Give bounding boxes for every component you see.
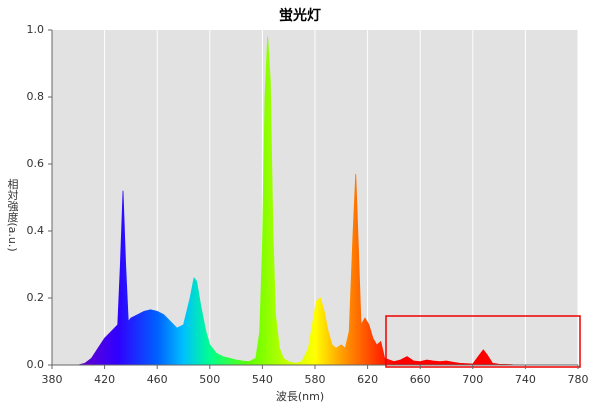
y-tick-label: 0.4 (27, 224, 45, 237)
x-tick-label: 780 (568, 373, 589, 386)
x-axis-label: 波長(nm) (276, 390, 324, 403)
y-tick-label: 0.2 (27, 291, 45, 304)
x-tick-label: 380 (42, 373, 63, 386)
x-tick-label: 700 (462, 373, 483, 386)
x-tick-label: 660 (410, 373, 431, 386)
x-tick-label: 540 (252, 373, 273, 386)
x-tick-label: 740 (515, 373, 536, 386)
x-tick-label: 460 (147, 373, 168, 386)
x-tick-label: 620 (357, 373, 378, 386)
x-tick-label: 420 (94, 373, 115, 386)
y-tick-label: 0.0 (27, 358, 45, 371)
spectrum-area (78, 36, 513, 366)
y-axis-label: 相対強度(a.u.) (6, 178, 19, 252)
highlight-box (385, 315, 581, 368)
chart-title: 蛍光灯 (279, 7, 321, 24)
y-tick-label: 1.0 (27, 23, 45, 36)
x-tick-label: 500 (199, 373, 220, 386)
x-tick-label: 580 (305, 373, 326, 386)
y-tick-label: 0.6 (27, 157, 45, 170)
y-tick-label: 0.8 (27, 90, 45, 103)
